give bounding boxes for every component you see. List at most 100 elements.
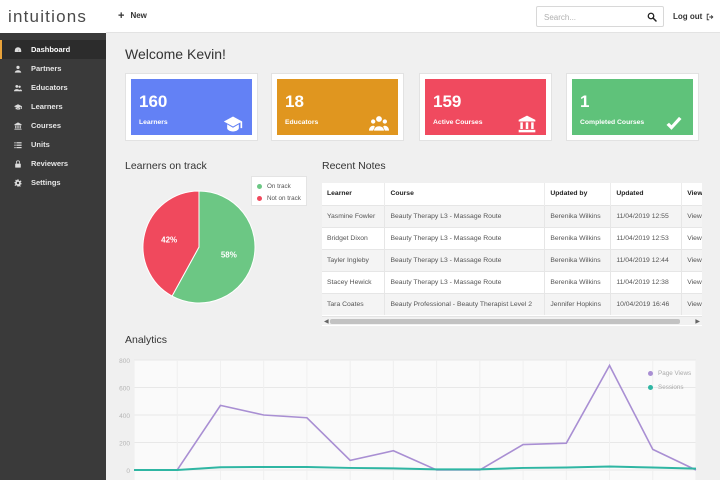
table-cell: Beauty Therapy L3 - Massage Route — [384, 248, 546, 271]
sidebar-item-label: Settings — [31, 178, 61, 187]
table-cell: Tara Coates — [322, 292, 386, 315]
gear-icon — [12, 178, 23, 187]
legend-swatch — [257, 183, 262, 189]
stat-label: Learners — [139, 119, 168, 126]
table-cell[interactable]: View — [681, 292, 702, 315]
scroll-left-icon[interactable]: ◀ — [324, 319, 329, 325]
table-cell[interactable]: View — [681, 248, 702, 271]
table-cell: Bridget Dixon — [322, 226, 386, 249]
column-header[interactable]: Course — [384, 183, 546, 205]
table-cell: Berenika Wilkins — [544, 248, 612, 271]
sidebar-item-label: Partners — [31, 64, 62, 73]
series-line-page-views[interactable] — [134, 363, 697, 471]
table-cell: Beauty Therapy L3 - Massage Route — [384, 226, 546, 249]
table-cell: Beauty Therapy L3 - Massage Route — [384, 270, 546, 293]
search-input[interactable] — [537, 8, 637, 27]
scrollbar-thumb[interactable] — [330, 319, 680, 324]
sidebar-item-reviewers[interactable]: Reviewers — [0, 154, 106, 173]
stat-value: 18 — [285, 92, 304, 111]
table-row[interactable]: Bridget Dixon Beauty Therapy L3 - Massage… — [322, 226, 702, 249]
table-header-row: Learner Course Updated by Updated View — [322, 183, 702, 205]
stat-card-active-courses[interactable]: 159 Active Courses — [419, 73, 552, 141]
y-tick-label: 400 — [119, 413, 130, 420]
sidebar-item-units[interactable]: Units — [0, 135, 106, 154]
sidebar-item-learners[interactable]: Learners — [0, 97, 106, 116]
table-cell: Berenika Wilkins — [544, 226, 612, 249]
table-cell[interactable]: View — [681, 270, 702, 293]
legend-item[interactable]: On track — [257, 180, 301, 192]
y-tick-label: 0 — [126, 468, 130, 475]
legend-label: Page Views — [658, 369, 692, 377]
scroll-right-icon[interactable]: ▶ — [695, 319, 700, 325]
pie-slice[interactable] — [142, 190, 200, 297]
series-line-sessions[interactable] — [134, 465, 697, 471]
legend-item[interactable]: Sessions — [648, 380, 691, 394]
table-row[interactable]: Tayler Ingleby Beauty Therapy L3 - Massag… — [322, 248, 702, 271]
logout-icon — [707, 13, 714, 20]
search-icon[interactable] — [647, 12, 657, 22]
graduation-icon — [12, 103, 23, 111]
new-button[interactable]: + New — [118, 9, 147, 22]
lock-icon — [12, 159, 23, 168]
sidebar-item-label: Courses — [31, 121, 62, 130]
stat-value: 159 — [433, 92, 462, 111]
new-button-label: New — [130, 11, 147, 20]
legend-item[interactable]: Not on track — [257, 192, 301, 204]
institution-icon — [12, 121, 23, 130]
users-icon — [12, 84, 23, 92]
sidebar-item-label: Educators — [31, 83, 68, 92]
analytics-legend: Page Views Sessions — [648, 366, 691, 394]
user-icon — [12, 65, 23, 73]
sidebar-item-partners[interactable]: Partners — [0, 59, 106, 78]
dashboard-icon — [12, 46, 23, 54]
y-tick-label: 800 — [119, 358, 130, 365]
sidebar-item-settings[interactable]: Settings — [0, 173, 106, 192]
column-header[interactable]: Updated — [610, 183, 683, 205]
sidebar-item-label: Learners — [31, 102, 63, 111]
sidebar-item-dashboard[interactable]: Dashboard — [0, 40, 106, 59]
table-row[interactable]: Stacey Hewick Beauty Therapy L3 - Massage… — [322, 270, 702, 293]
table-cell[interactable]: View — [681, 204, 702, 227]
list-icon — [12, 141, 23, 149]
stat-card-body: 18 Educators — [277, 79, 398, 135]
pie-slice[interactable] — [171, 190, 256, 304]
graduation-cap-icon — [223, 114, 243, 134]
chart-plot-area — [134, 360, 696, 480]
pie-slice-label: 42% — [161, 235, 177, 244]
legend-item[interactable]: Page Views — [648, 366, 691, 380]
table-cell: Beauty Professional - Beauty Therapist L… — [384, 292, 546, 315]
stat-value: 160 — [139, 92, 168, 111]
sidebar: intuitions Dashboard Partners Educators Lea… — [0, 0, 106, 480]
table-cell: Jennifer Hopkins — [544, 292, 612, 315]
y-tick-label: 200 — [119, 441, 130, 448]
column-header[interactable]: Updated by — [544, 183, 612, 205]
topbar: + New Log out — [106, 0, 720, 33]
analytics-line-chart: 0 200 400 600 800 — [119, 358, 697, 480]
notes-table: Learner Course Updated by Updated View Y… — [322, 183, 702, 315]
column-header[interactable]: Learner — [322, 183, 386, 205]
legend-label: On track — [267, 182, 291, 190]
legend-label: Sessions — [658, 383, 684, 391]
stat-card-body: 160 Learners — [131, 79, 252, 135]
sidebar-item-courses[interactable]: Courses — [0, 116, 106, 135]
stat-label: Educators — [285, 119, 319, 126]
check-icon — [664, 114, 684, 134]
table-row[interactable]: Tara Coates Beauty Professional - Beauty … — [322, 292, 702, 315]
logout-button[interactable]: Log out — [673, 12, 714, 21]
stat-card-learners[interactable]: 160 Learners — [125, 73, 258, 141]
table-cell: Tayler Ingleby — [322, 248, 386, 271]
sidebar-item-educators[interactable]: Educators — [0, 78, 106, 97]
table-row[interactable]: Yasmine Fowler Beauty Therapy L3 - Massag… — [322, 204, 702, 227]
table-cell: 11/04/2019 12:38 — [610, 270, 683, 293]
column-header[interactable]: View — [681, 183, 702, 205]
horizontal-scrollbar[interactable]: ◀ ▶ — [322, 316, 702, 325]
table-cell[interactable]: View — [681, 226, 702, 249]
institution-icon — [517, 114, 537, 134]
stat-card-completed-courses[interactable]: 1 Completed Courses — [566, 73, 699, 141]
stat-card-educators[interactable]: 18 Educators — [271, 73, 404, 141]
notes-title: Recent Notes — [322, 160, 386, 172]
table-cell: Berenika Wilkins — [544, 270, 612, 293]
app-logo[interactable]: intuitions — [0, 0, 106, 33]
plus-icon: + — [118, 9, 125, 22]
sidebar-nav: Dashboard Partners Educators Learners Course… — [0, 40, 106, 192]
